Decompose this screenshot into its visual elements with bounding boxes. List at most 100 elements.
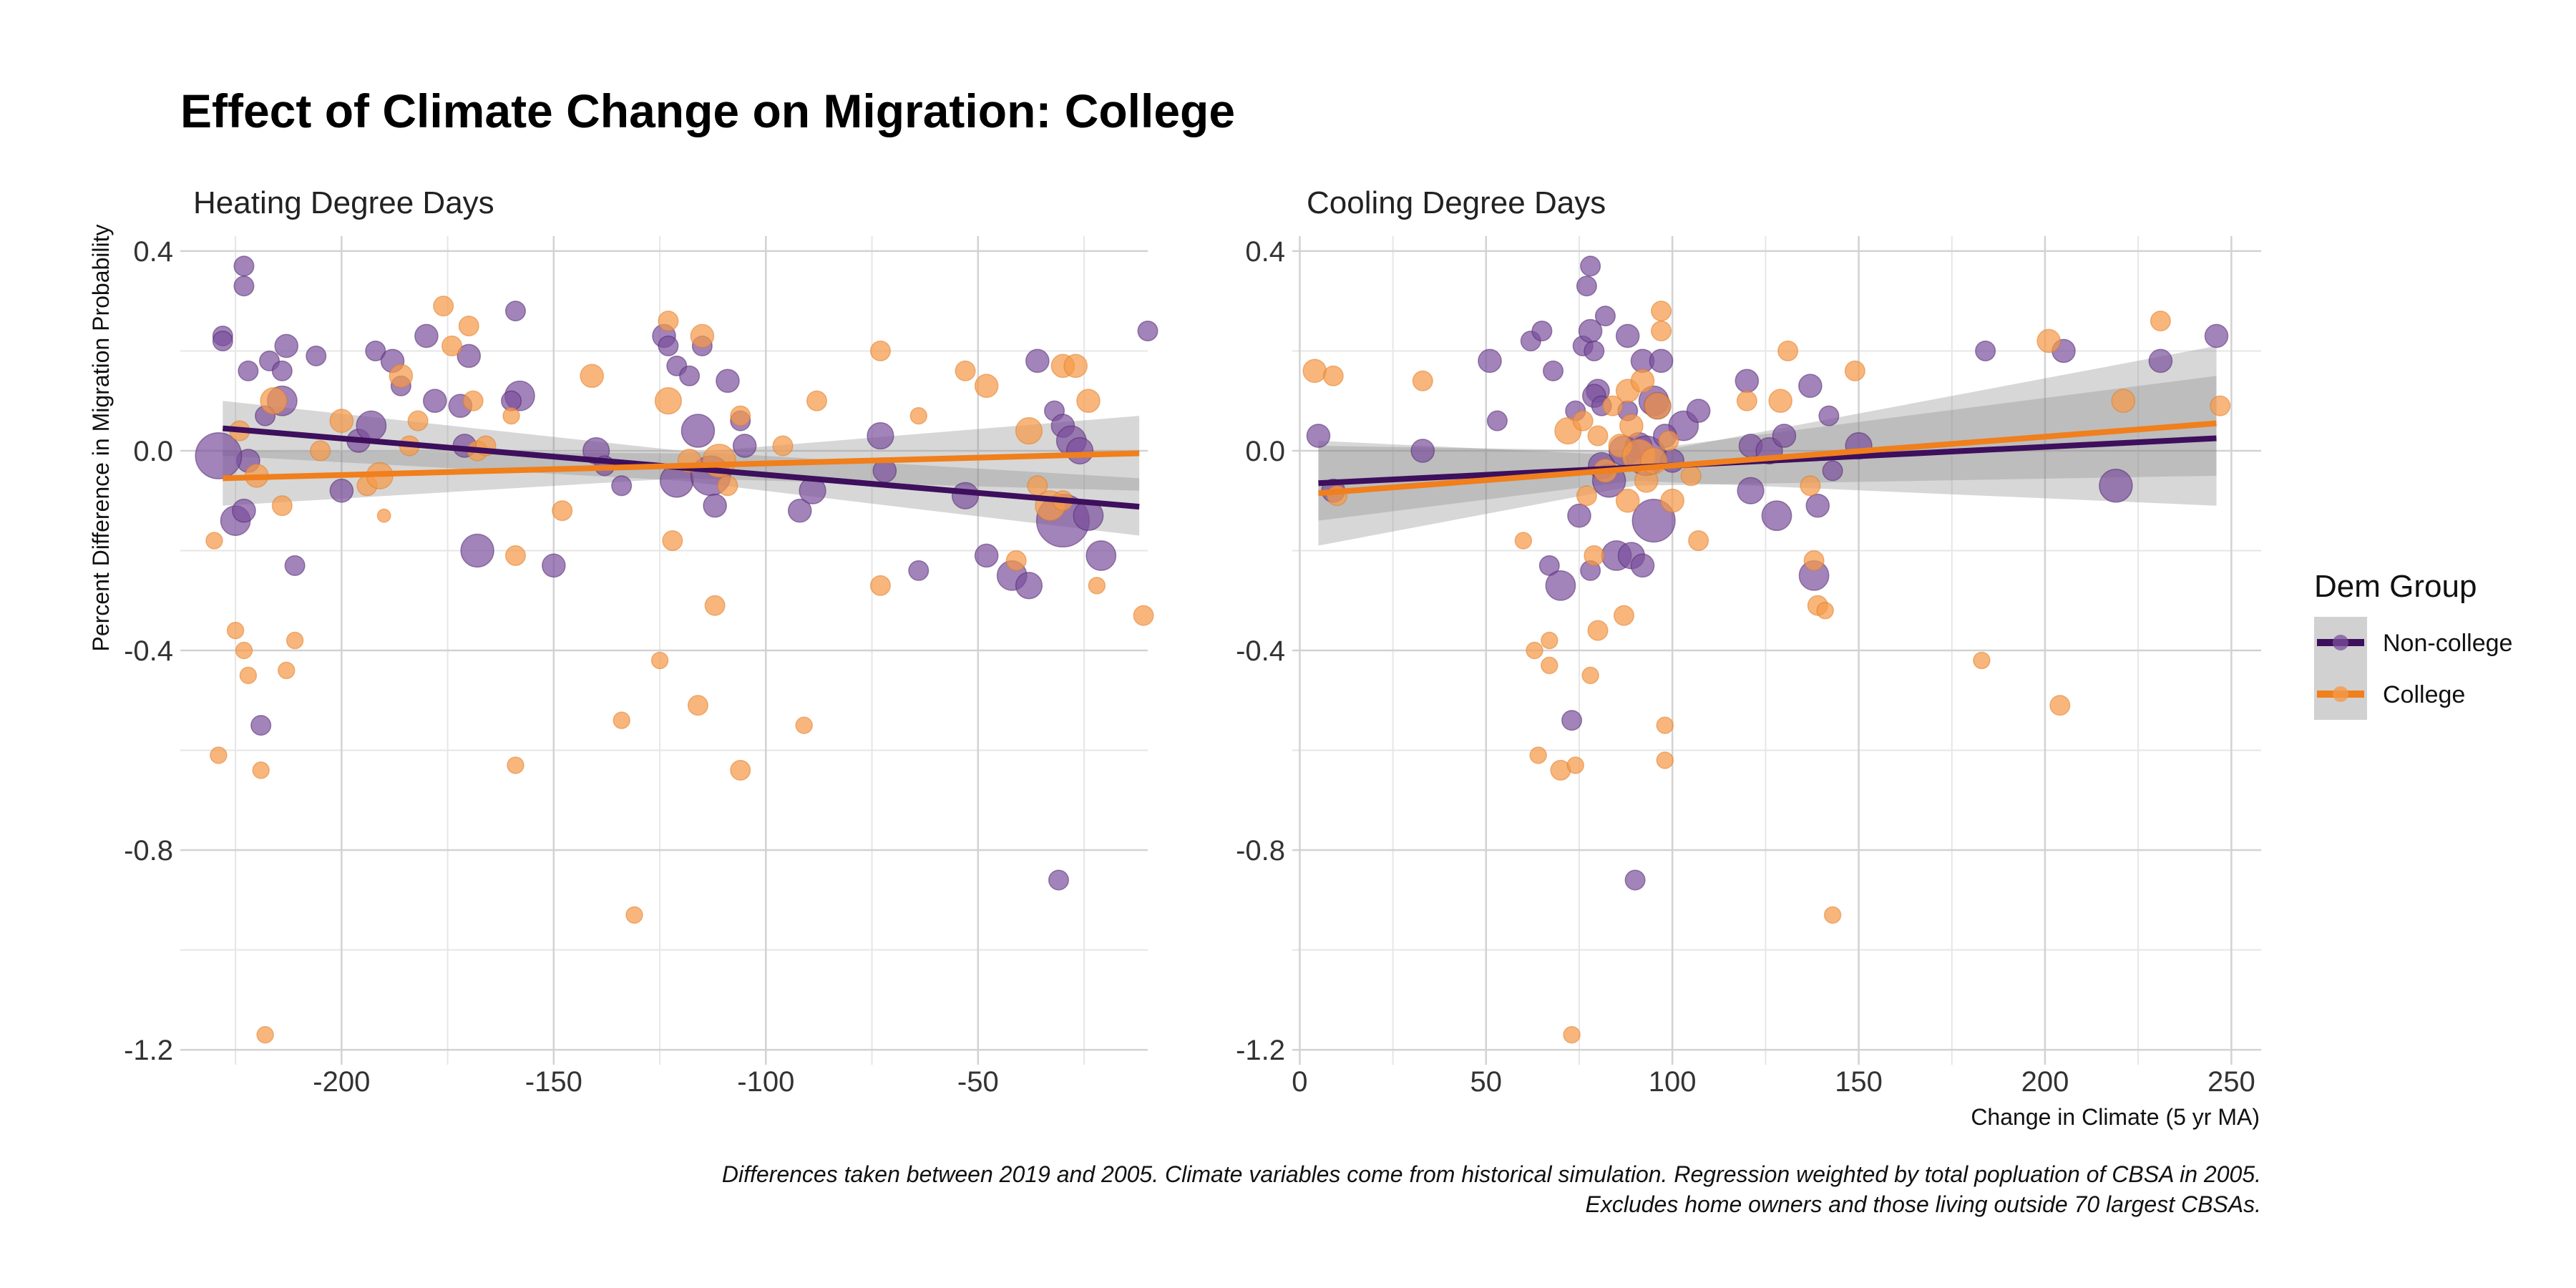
point-college — [795, 716, 813, 734]
point-noncollege — [356, 410, 387, 441]
point-college — [1823, 906, 1842, 924]
point-noncollege — [679, 365, 701, 386]
panel-title: Cooling Degree Days — [1307, 185, 1606, 220]
point-college — [1644, 392, 1672, 420]
point-noncollege — [680, 414, 716, 448]
point-college — [1581, 666, 1599, 685]
x-tick-label: 100 — [1649, 1066, 1697, 1098]
legend-label-college: College — [2383, 681, 2465, 708]
point-noncollege — [1580, 255, 1601, 277]
point-noncollege — [271, 360, 293, 381]
point-noncollege — [1594, 306, 1616, 327]
point-college — [1630, 369, 1655, 394]
point-college — [1680, 465, 1702, 487]
point-college — [730, 405, 751, 426]
point-noncollege — [1822, 460, 1843, 482]
point-noncollege — [1805, 493, 1830, 518]
point-college — [210, 746, 228, 764]
point-noncollege — [974, 543, 999, 568]
point-noncollege — [1542, 360, 1564, 381]
panel-title: Heating Degree Days — [193, 185, 494, 220]
point-noncollege — [1306, 424, 1331, 448]
point-college — [1613, 605, 1635, 626]
point-noncollege — [951, 482, 980, 509]
point-noncollege — [422, 389, 447, 414]
point-college — [376, 508, 391, 523]
point-noncollege — [1567, 503, 1591, 528]
point-college — [310, 440, 331, 462]
point-noncollege — [611, 475, 633, 497]
point-college — [1541, 656, 1558, 675]
point-college — [458, 316, 479, 337]
point-college — [690, 323, 715, 348]
point-college — [1526, 641, 1543, 660]
point-noncollege — [787, 498, 812, 523]
point-college — [1660, 488, 1685, 513]
y-tick-label: 0.0 — [133, 436, 173, 467]
point-college — [1656, 716, 1674, 734]
point-noncollege — [1015, 572, 1043, 600]
point-college — [1587, 425, 1609, 447]
x-tick-label: 50 — [1470, 1066, 1503, 1098]
point-noncollege — [541, 553, 566, 578]
panel-cooling-degree-days: Cooling Degree Days 0 50 100 150 200 250 0.4 0.… — [1236, 185, 2261, 1130]
point-college — [2150, 311, 2171, 332]
point-college — [226, 621, 245, 640]
point-college — [1076, 389, 1101, 414]
y-tick-label: -1.2 — [1236, 1035, 1285, 1066]
y-tick-label: -0.4 — [1236, 635, 1285, 667]
point-college — [252, 761, 270, 779]
point-college — [1619, 414, 1644, 438]
chart-title: Effect of Climate Change on Migration: C… — [180, 84, 1235, 137]
plot-area: 0 50 100 150 200 250 0.4 0.0 -0.4 -0.8 -1.2 — [1236, 236, 2261, 1098]
y-tick-label: 0.0 — [1245, 436, 1285, 467]
point-noncollege — [1761, 500, 1792, 532]
x-tick-label: -150 — [525, 1066, 582, 1098]
point-college — [1656, 751, 1674, 769]
point-noncollege — [195, 431, 243, 479]
point-college — [1651, 320, 1672, 342]
point-noncollege — [504, 301, 527, 322]
point-college — [1412, 370, 1433, 391]
point-college — [1777, 340, 1799, 361]
point-college — [389, 364, 414, 389]
point-college — [271, 495, 293, 517]
point-noncollege — [232, 498, 256, 523]
point-college — [1302, 358, 1327, 384]
point-college — [580, 364, 605, 389]
point-college — [687, 695, 708, 716]
point-noncollege — [1137, 320, 1158, 342]
point-noncollege — [1772, 424, 1797, 448]
point-college — [974, 374, 999, 399]
point-college — [613, 711, 630, 729]
point-noncollege — [1630, 553, 1655, 578]
point-college — [1563, 1025, 1581, 1044]
point-college — [704, 595, 726, 616]
point-college — [1736, 390, 1757, 411]
point-noncollege — [703, 493, 728, 518]
point-college — [239, 666, 258, 685]
point-college — [1816, 601, 1834, 620]
point-college — [1015, 416, 1043, 445]
point-noncollege — [1818, 405, 1840, 426]
point-noncollege — [1576, 275, 1597, 297]
point-college — [955, 360, 976, 381]
point-noncollege — [1561, 710, 1583, 731]
panel-heating-degree-days: Heating Degree Days -200 -150 -100 -50 0.4 0.… — [124, 185, 1158, 1098]
point-college — [662, 530, 683, 552]
point-college — [1800, 475, 1821, 497]
legend-label-noncollege: Non-college — [2383, 630, 2512, 657]
point-college — [650, 651, 669, 670]
point-college — [2036, 328, 2062, 353]
point-college — [1005, 550, 1027, 571]
point-noncollege — [1624, 869, 1646, 891]
point-college — [1651, 301, 1672, 322]
point-college — [256, 1025, 274, 1044]
point-noncollege — [1048, 869, 1070, 891]
y-tick-label: -0.8 — [124, 835, 173, 867]
x-tick-label: -200 — [313, 1066, 370, 1098]
point-college — [235, 641, 253, 660]
point-college — [869, 340, 891, 361]
point-college — [277, 661, 296, 680]
point-college — [1572, 410, 1594, 431]
